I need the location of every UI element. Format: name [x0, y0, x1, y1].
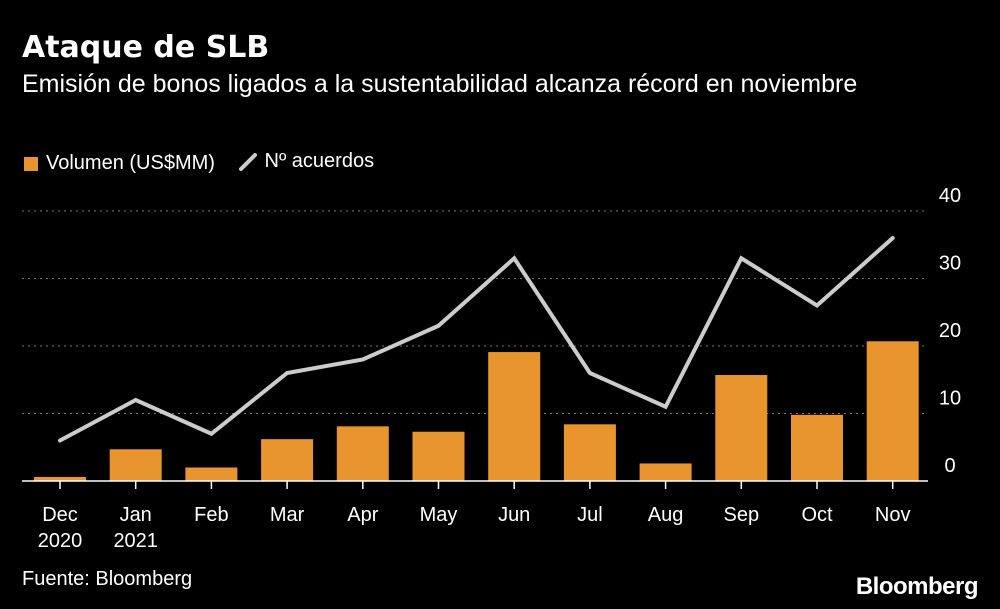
x-tick-label: Sep: [724, 504, 760, 526]
x-tick-label: Jun: [498, 504, 530, 526]
legend-label-deals: Nº acuerdos: [264, 150, 375, 172]
source-note: Fuente: Bloomberg: [22, 568, 193, 590]
bar: [715, 375, 768, 481]
x-tick-label: Apr: [347, 504, 378, 526]
bar: [34, 476, 86, 481]
bar: [563, 424, 616, 481]
bar: [791, 414, 843, 481]
x-tick-label: Oct: [801, 504, 833, 526]
y-tick-label: 0: [944, 455, 955, 477]
deals-line: [58, 236, 895, 443]
legend-item-deals: Nº acuerdos: [238, 150, 375, 173]
x-tick-label: Jul: [577, 504, 603, 526]
chart-subtitle: Emisión de bonos ligados a la sustentabi…: [22, 70, 858, 98]
bar: [109, 449, 162, 481]
y-tick-label: 40: [939, 185, 961, 207]
x-tick-label: May: [420, 504, 458, 526]
bar: [488, 352, 541, 481]
y-tick-label: 30: [939, 253, 961, 275]
x-tick-label: Mar: [270, 504, 305, 526]
legend: Volumen (US$MM) Nº acuerdos: [24, 150, 392, 177]
bar: [866, 341, 919, 481]
bar-swatch-icon: [24, 156, 38, 171]
y-tick-label: 20: [939, 320, 961, 342]
bar: [261, 439, 314, 481]
bar: [336, 426, 389, 481]
bar: [412, 431, 465, 481]
brand-logo: Bloomberg: [855, 573, 979, 600]
chart-title: Ataque de SLB: [22, 30, 270, 65]
x-tick-label: Feb: [194, 504, 228, 526]
legend-label-volume: Volumen (US$MM): [46, 152, 215, 174]
x-tick-label: Dec 2020: [38, 504, 83, 552]
bar: [185, 467, 238, 481]
y-tick-label: 10: [939, 388, 961, 410]
line-swatch-icon: [238, 152, 257, 171]
x-tick-label: Aug: [648, 504, 684, 526]
x-tick-label: Nov: [875, 504, 911, 526]
legend-item-volume: Volumen (US$MM): [24, 152, 215, 175]
x-tick-label: Jan 2021: [113, 504, 158, 552]
bar: [639, 463, 692, 481]
